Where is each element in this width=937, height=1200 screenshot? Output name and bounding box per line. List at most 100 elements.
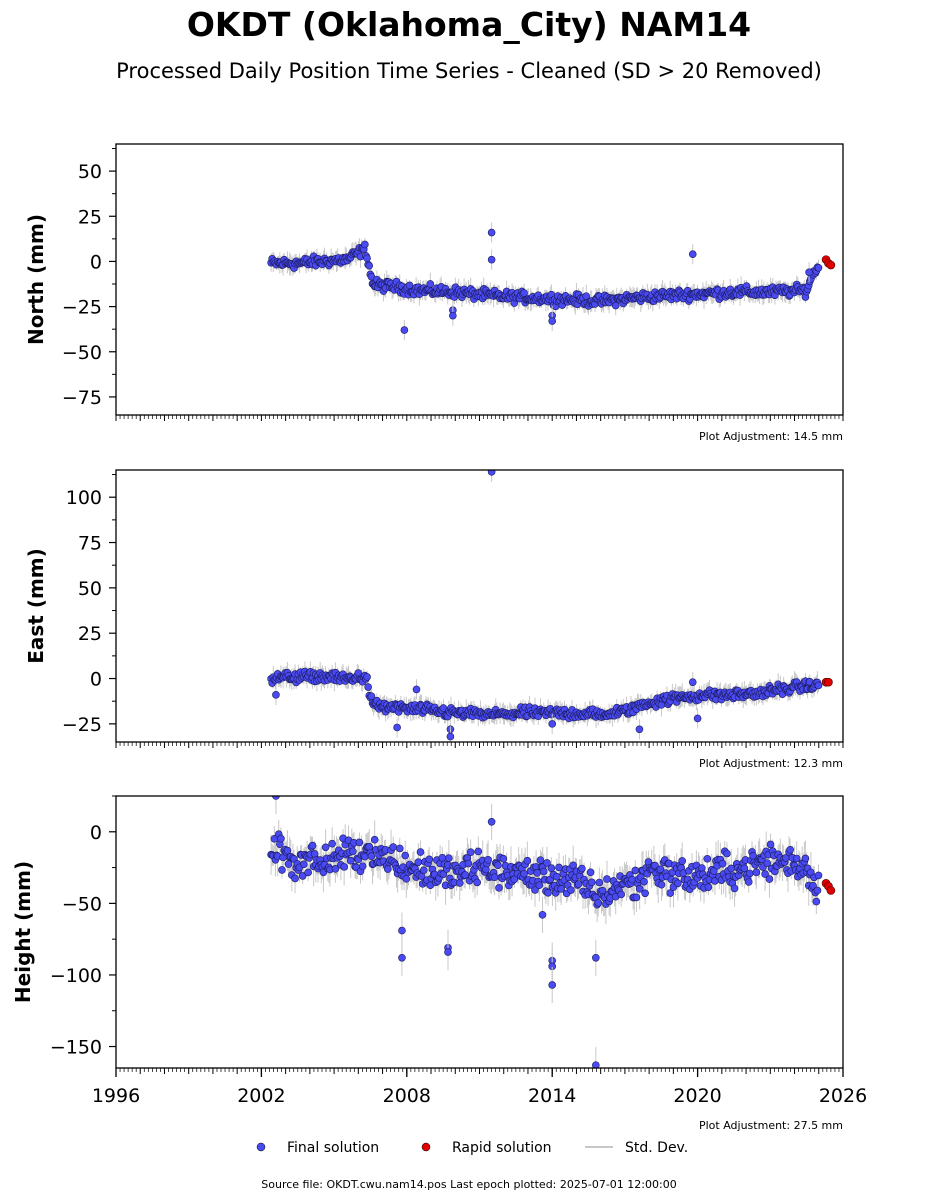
x-tick-label: 1996	[92, 1085, 140, 1107]
outlier-point	[548, 720, 557, 728]
final-point	[704, 883, 713, 891]
legend-std-label: Std. Dev.	[625, 1140, 688, 1156]
final-point	[813, 886, 822, 895]
final-point	[416, 848, 425, 856]
final-point	[656, 865, 665, 874]
final-point	[631, 866, 640, 875]
final-point	[611, 301, 620, 310]
outlier-point	[548, 981, 557, 989]
outlier-point	[272, 691, 280, 699]
legend-final-label: Final solution	[287, 1140, 379, 1156]
final-point	[363, 673, 371, 681]
final-point	[466, 848, 475, 856]
final-point	[414, 858, 423, 866]
rapid-points-north	[821, 255, 836, 270]
final-point	[569, 861, 577, 870]
legend-final-marker	[256, 1142, 266, 1152]
final-point	[401, 851, 410, 860]
x-tick-label: 2002	[237, 1085, 285, 1107]
final-point	[632, 893, 641, 902]
final-point	[277, 834, 285, 843]
plot-adjustment-height: Plot Adjustment: 27.5 mm	[699, 1119, 843, 1132]
final-point	[555, 863, 563, 872]
final-point	[594, 899, 603, 907]
outlier-points-east	[272, 470, 702, 742]
final-point	[355, 838, 364, 847]
outlier-point	[412, 685, 421, 694]
final-point	[674, 879, 682, 888]
rapid-point	[826, 260, 836, 270]
rapid-point	[826, 886, 836, 895]
outlier-point	[693, 714, 702, 723]
final-point	[365, 842, 374, 851]
final-point	[438, 854, 447, 862]
final-point	[547, 864, 556, 873]
final-point	[389, 843, 398, 851]
y-tick-label: −100	[50, 965, 102, 987]
outlier-point	[487, 470, 496, 476]
final-point	[321, 843, 330, 852]
panel-east: 100 75 50 25 0 −25 East (mm) Plot Adjustment: 1…	[24, 469, 844, 770]
plot-adjustment-north: Plot Adjustment: 14.5 mm	[699, 430, 843, 443]
final-point	[586, 868, 595, 877]
y-tick-label: 0	[90, 822, 102, 844]
final-point	[812, 897, 821, 906]
outlier-point	[393, 723, 401, 732]
final-point	[291, 874, 299, 883]
final-point	[744, 878, 753, 886]
final-point	[426, 280, 435, 288]
chart-subtitle: Processed Daily Position Time Series - C…	[116, 59, 822, 83]
outlier-point	[446, 732, 455, 741]
final-point	[510, 875, 519, 884]
final-point	[553, 872, 561, 881]
outlier-point	[688, 250, 697, 259]
final-point	[567, 886, 575, 894]
final-point	[455, 879, 464, 887]
final-point	[617, 890, 625, 899]
source-note: Source file: OKDT.cwu.nam14.pos Last epo…	[261, 1178, 676, 1191]
axes-frame-north	[115, 143, 844, 416]
final-point	[331, 865, 340, 873]
final-point	[365, 261, 374, 270]
final-point	[308, 841, 317, 850]
y-tick-label: −150	[50, 1037, 102, 1059]
legend-rapid-marker	[421, 1142, 431, 1152]
final-point	[367, 852, 376, 860]
y-tick-label: 0	[90, 251, 102, 273]
final-point	[402, 875, 411, 883]
rapid-points-height	[821, 879, 836, 895]
final-point	[809, 882, 817, 890]
final-point	[482, 865, 490, 874]
final-point	[425, 855, 434, 864]
final-point	[340, 863, 348, 871]
x-tick-label: 2014	[528, 1085, 576, 1107]
y-axis-label-east: East (mm)	[24, 548, 48, 664]
final-point	[278, 866, 286, 874]
final-point	[395, 844, 404, 853]
final-point	[383, 865, 392, 873]
outlier-point	[688, 678, 697, 686]
final-point	[814, 263, 823, 272]
final-point	[761, 870, 769, 878]
final-point	[543, 859, 551, 867]
plot-area-north	[267, 222, 836, 341]
final-point	[723, 849, 731, 858]
final-point	[801, 854, 810, 863]
final-point	[531, 886, 539, 894]
final-points-east	[267, 667, 823, 723]
final-point	[678, 857, 687, 865]
final-points-north	[267, 240, 823, 311]
final-point	[284, 860, 293, 868]
x-tick-label: 2026	[819, 1085, 867, 1107]
final-point	[651, 861, 659, 870]
final-point	[635, 885, 644, 893]
final-point	[792, 854, 801, 863]
final-point	[523, 856, 532, 865]
rapid-point	[824, 677, 833, 687]
final-point	[730, 884, 739, 893]
final-point	[461, 871, 470, 879]
y-tick-label: 50	[78, 578, 102, 600]
final-point	[740, 864, 749, 873]
final-point	[520, 869, 528, 878]
final-point	[603, 875, 611, 883]
